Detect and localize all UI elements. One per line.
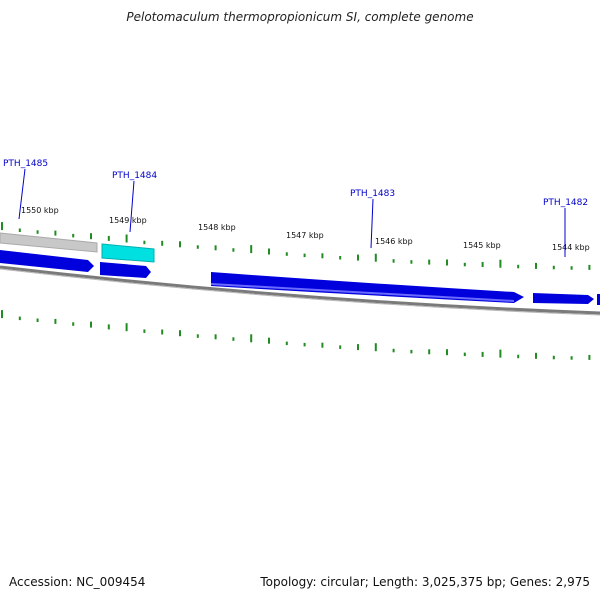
gc-bar — [463, 262, 466, 267]
gc-bar — [339, 256, 342, 260]
gc-bar — [285, 341, 288, 346]
gc-bar — [179, 241, 181, 248]
gc-bar — [517, 354, 520, 359]
gene-arrow[interactable] — [100, 262, 151, 278]
gc-bar — [1, 310, 3, 319]
gc-bar — [303, 342, 306, 347]
gc-skew-track-outer — [1, 222, 591, 270]
gc-bar — [588, 264, 591, 270]
gene-label[interactable]: PTH_1483 — [350, 189, 395, 199]
gc-bar — [481, 262, 484, 267]
genome-summary: Topology: circular; Length: 3,025,375 bp… — [260, 575, 590, 589]
gc-bar — [250, 245, 253, 254]
gc-bar — [196, 245, 199, 249]
gc-bar — [107, 324, 110, 330]
gc-bar — [428, 349, 431, 355]
map-title: Pelotomaculum thermopropionicum SI, comp… — [126, 10, 474, 24]
gc-bar — [446, 349, 448, 356]
scale-tick-label: 1547 kbp — [286, 231, 324, 240]
gc-bar — [1, 222, 3, 231]
gene-label-leader — [18, 168, 26, 220]
gc-bar — [250, 334, 253, 343]
gc-bar — [446, 259, 448, 266]
accession-text: Accession: NC_009454 — [9, 575, 146, 589]
gc-bar — [588, 354, 591, 360]
gc-bar — [268, 248, 270, 255]
gc-bar — [72, 322, 75, 326]
gc-bar — [303, 253, 306, 258]
scale-tick-label: 1546 kbp — [375, 237, 413, 246]
gc-bar — [499, 259, 502, 268]
gene-arrow-shading — [210, 283, 515, 302]
selection-band — [0, 232, 98, 253]
gc-bar — [125, 323, 128, 332]
scale-tick-label: 1549 kbp — [109, 216, 147, 225]
gc-bar — [428, 259, 431, 265]
gc-bar — [357, 344, 359, 351]
gc-bar — [125, 234, 128, 243]
gc-bar — [36, 230, 39, 234]
gc-bar — [285, 252, 288, 256]
gc-bar — [214, 245, 217, 251]
gc-bar — [90, 233, 92, 240]
gc-bar — [179, 330, 181, 337]
gc-bar — [552, 355, 555, 360]
gc-bar — [143, 240, 146, 245]
gc-bar — [214, 334, 217, 340]
gc-bar — [72, 233, 75, 238]
scale-tick-label: 1545 kbp — [463, 241, 501, 250]
gc-bar — [552, 265, 555, 270]
gene-arrow[interactable] — [533, 293, 594, 304]
gc-bar — [570, 356, 573, 360]
gc-bar — [321, 342, 324, 348]
gc-bar — [143, 329, 146, 333]
gc-bar — [374, 343, 377, 352]
gc-bar — [161, 240, 164, 246]
gc-bar — [36, 318, 39, 322]
gc-bar — [268, 337, 270, 344]
gc-bar — [18, 228, 21, 232]
gc-bar — [107, 235, 110, 241]
gc-bar — [232, 337, 235, 341]
gene-arrow-highlighted[interactable] — [101, 243, 155, 263]
gc-bar — [570, 266, 573, 270]
gc-bar — [196, 334, 199, 338]
gc-bar — [357, 254, 359, 261]
gc-bar — [339, 345, 342, 349]
gene-label[interactable]: PTH_1485 — [3, 159, 48, 169]
gene-label-leader — [370, 198, 374, 249]
gene-arrow[interactable] — [211, 272, 524, 303]
gc-bar — [535, 262, 537, 269]
gc-bar — [90, 321, 92, 328]
gc-skew-track-inner — [1, 310, 591, 360]
gc-bar — [18, 316, 21, 321]
gc-bar — [410, 349, 413, 354]
genome-backbone-shadow — [0, 268, 600, 316]
scale-tick-label: 1550 kbp — [21, 206, 59, 215]
gene-arrow-partial[interactable] — [597, 294, 600, 305]
gc-bar — [161, 329, 164, 335]
gc-bar — [463, 352, 466, 357]
gc-bar — [374, 253, 377, 262]
gc-bar — [499, 349, 502, 358]
gc-bar — [392, 259, 395, 263]
scale-tick-label: 1544 kbp — [552, 243, 590, 252]
gene-label-leader — [129, 180, 135, 233]
gc-bar — [410, 260, 413, 264]
gc-bar — [54, 230, 57, 236]
gc-bar — [481, 351, 484, 357]
gc-bar — [392, 348, 395, 353]
gc-bar — [232, 248, 235, 252]
gene-label[interactable]: PTH_1484 — [112, 171, 157, 181]
gene-label[interactable]: PTH_1482 — [543, 198, 588, 208]
gc-bar — [517, 264, 520, 269]
gc-bar — [535, 352, 537, 359]
genome-backbone — [0, 265, 600, 315]
gene-arrow[interactable] — [0, 250, 94, 272]
gc-bar — [54, 318, 57, 324]
gc-bar — [321, 253, 324, 259]
scale-tick-label: 1548 kbp — [198, 223, 236, 232]
